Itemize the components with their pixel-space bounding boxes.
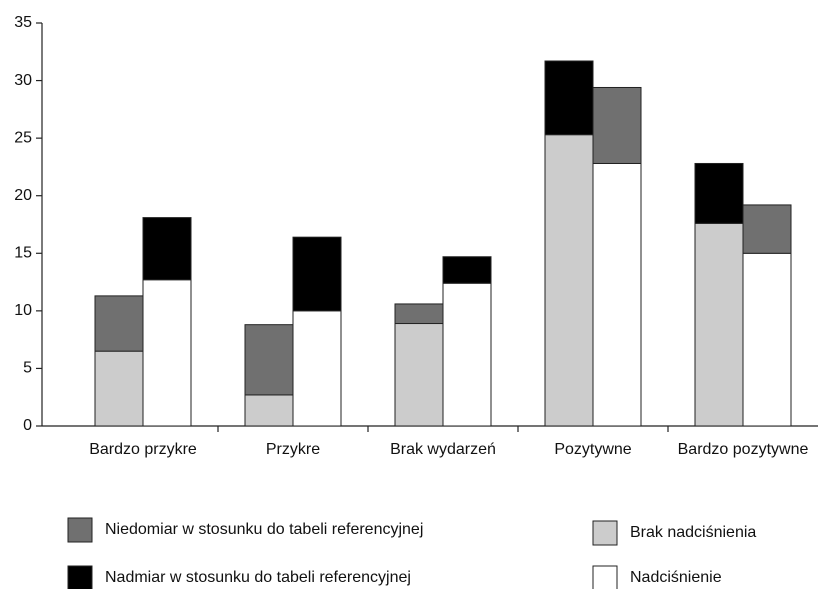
y-tick-label: 15 <box>14 245 32 262</box>
legend-swatch <box>592 520 618 546</box>
bar-segment <box>442 282 492 427</box>
bar-segment <box>742 252 792 427</box>
bar-segment <box>592 86 642 164</box>
y-tick-label: 25 <box>14 129 32 146</box>
legend-label: Nadmiar w stosunku do tabeli referencyjn… <box>105 569 411 586</box>
y-tick-label: 0 <box>23 417 32 434</box>
bar-segment <box>94 295 144 352</box>
bar-segment <box>292 310 342 427</box>
y-tick-label: 35 <box>14 14 32 31</box>
bar-segment <box>394 323 444 427</box>
bar-segment <box>94 350 144 427</box>
bar-segment <box>292 236 342 312</box>
bar-segment <box>742 204 792 254</box>
y-tick-label: 30 <box>14 72 32 89</box>
y-tick-label: 5 <box>23 360 32 377</box>
bar-segment <box>142 217 192 281</box>
bar-segment <box>142 279 192 427</box>
bar-segment <box>694 162 744 224</box>
bar-segment <box>544 60 594 136</box>
x-tick-label: Brak wydarzeń <box>390 441 496 458</box>
bar-segment <box>394 303 444 325</box>
legend-swatch <box>67 517 93 543</box>
legend-swatch <box>592 565 618 589</box>
legend-label: Nadciśnienie <box>630 569 722 586</box>
bar-segment <box>244 394 294 427</box>
x-tick-label: Bardzo przykre <box>89 441 197 458</box>
x-tick-label: Przykre <box>266 441 320 458</box>
y-tick-label: 10 <box>14 302 32 319</box>
bar-segment <box>592 162 642 427</box>
legend-label: Brak nadciśnienia <box>630 524 756 541</box>
bar-segment <box>544 134 594 427</box>
bar-segment <box>442 256 492 284</box>
legend-label: Niedomiar w stosunku do tabeli referency… <box>105 521 423 538</box>
x-tick-label: Bardzo pozytywne <box>678 441 809 458</box>
legend-swatch <box>67 565 93 589</box>
bar-segment <box>694 222 744 427</box>
y-tick-label: 20 <box>14 187 32 204</box>
bar-segment <box>244 324 294 396</box>
x-tick-label: Pozytywne <box>554 441 631 458</box>
